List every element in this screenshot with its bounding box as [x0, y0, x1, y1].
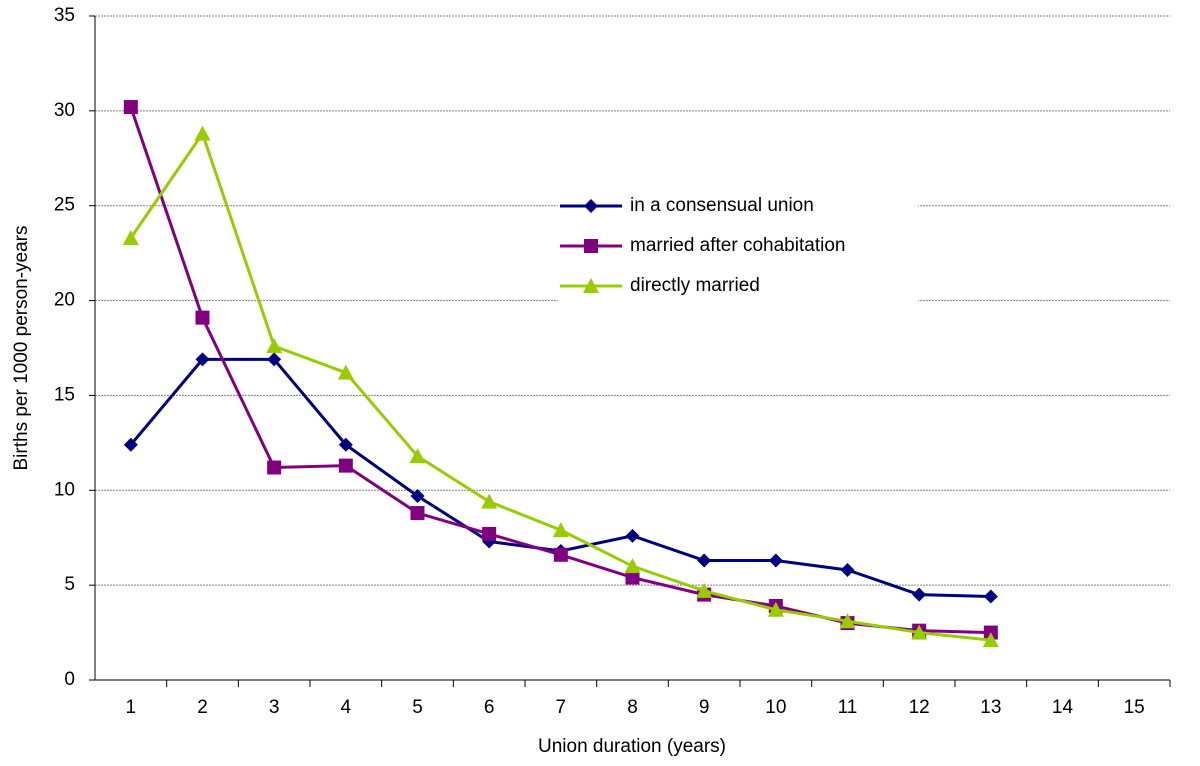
marker	[410, 506, 425, 521]
x-tick-label: 6	[484, 697, 495, 718]
x-tick-label: 15	[1124, 697, 1145, 718]
legend-marker	[583, 278, 599, 293]
marker	[982, 632, 999, 648]
marker	[625, 570, 640, 585]
marker	[983, 589, 998, 604]
y-tick-label: 0	[64, 669, 75, 690]
marker	[410, 488, 425, 503]
x-tick-label: 12	[909, 697, 930, 718]
x-tick-label: 8	[627, 697, 638, 718]
marker	[338, 458, 353, 473]
marker	[123, 437, 138, 452]
x-tick-label: 13	[980, 697, 1001, 718]
y-tick-label: 30	[54, 100, 75, 121]
marker	[911, 624, 928, 640]
legend-marker	[584, 199, 598, 213]
legend-marker	[584, 239, 598, 253]
y-axis-title: Births per 1000 person-years	[11, 225, 32, 470]
marker	[338, 437, 353, 452]
x-tick-label: 10	[765, 697, 786, 718]
x-axis-title: Union duration (years)	[538, 736, 726, 757]
y-tick-label: 20	[54, 290, 75, 311]
y-tick-label: 35	[54, 5, 75, 26]
legend-label: married after cohabitation	[630, 235, 845, 256]
marker	[768, 553, 783, 568]
marker	[625, 528, 640, 543]
marker	[696, 582, 713, 598]
legend-label: directly married	[630, 275, 760, 296]
x-tick-label: 3	[269, 697, 280, 718]
marker	[194, 125, 211, 141]
x-tick-label: 2	[197, 697, 208, 718]
marker	[552, 522, 569, 538]
marker	[482, 526, 497, 541]
y-tick-label: 10	[54, 479, 75, 500]
x-tick-label: 14	[1052, 697, 1074, 718]
marker	[839, 613, 856, 629]
x-tick-label: 4	[341, 697, 352, 718]
x-tick-label: 1	[126, 697, 137, 718]
marker	[337, 364, 354, 380]
marker	[267, 352, 282, 367]
marker	[267, 460, 282, 475]
marker	[409, 448, 426, 464]
y-tick-label: 5	[64, 574, 75, 595]
marker	[195, 352, 210, 367]
x-tick-label: 5	[412, 697, 423, 718]
marker	[697, 553, 712, 568]
legend-label: in a consensual union	[630, 195, 814, 216]
x-tick-label: 7	[556, 697, 567, 718]
y-tick-label: 15	[54, 384, 75, 405]
marker	[624, 558, 641, 574]
marker	[266, 338, 283, 354]
marker	[123, 100, 138, 115]
y-tick-label: 25	[54, 195, 75, 216]
marker	[553, 547, 568, 562]
marker	[767, 601, 784, 617]
marker	[122, 229, 139, 245]
marker	[481, 493, 498, 509]
x-tick-label: 11	[838, 697, 858, 718]
marker	[195, 310, 210, 325]
x-tick-label: 9	[699, 697, 710, 718]
marker	[840, 562, 855, 577]
marker	[912, 587, 927, 602]
